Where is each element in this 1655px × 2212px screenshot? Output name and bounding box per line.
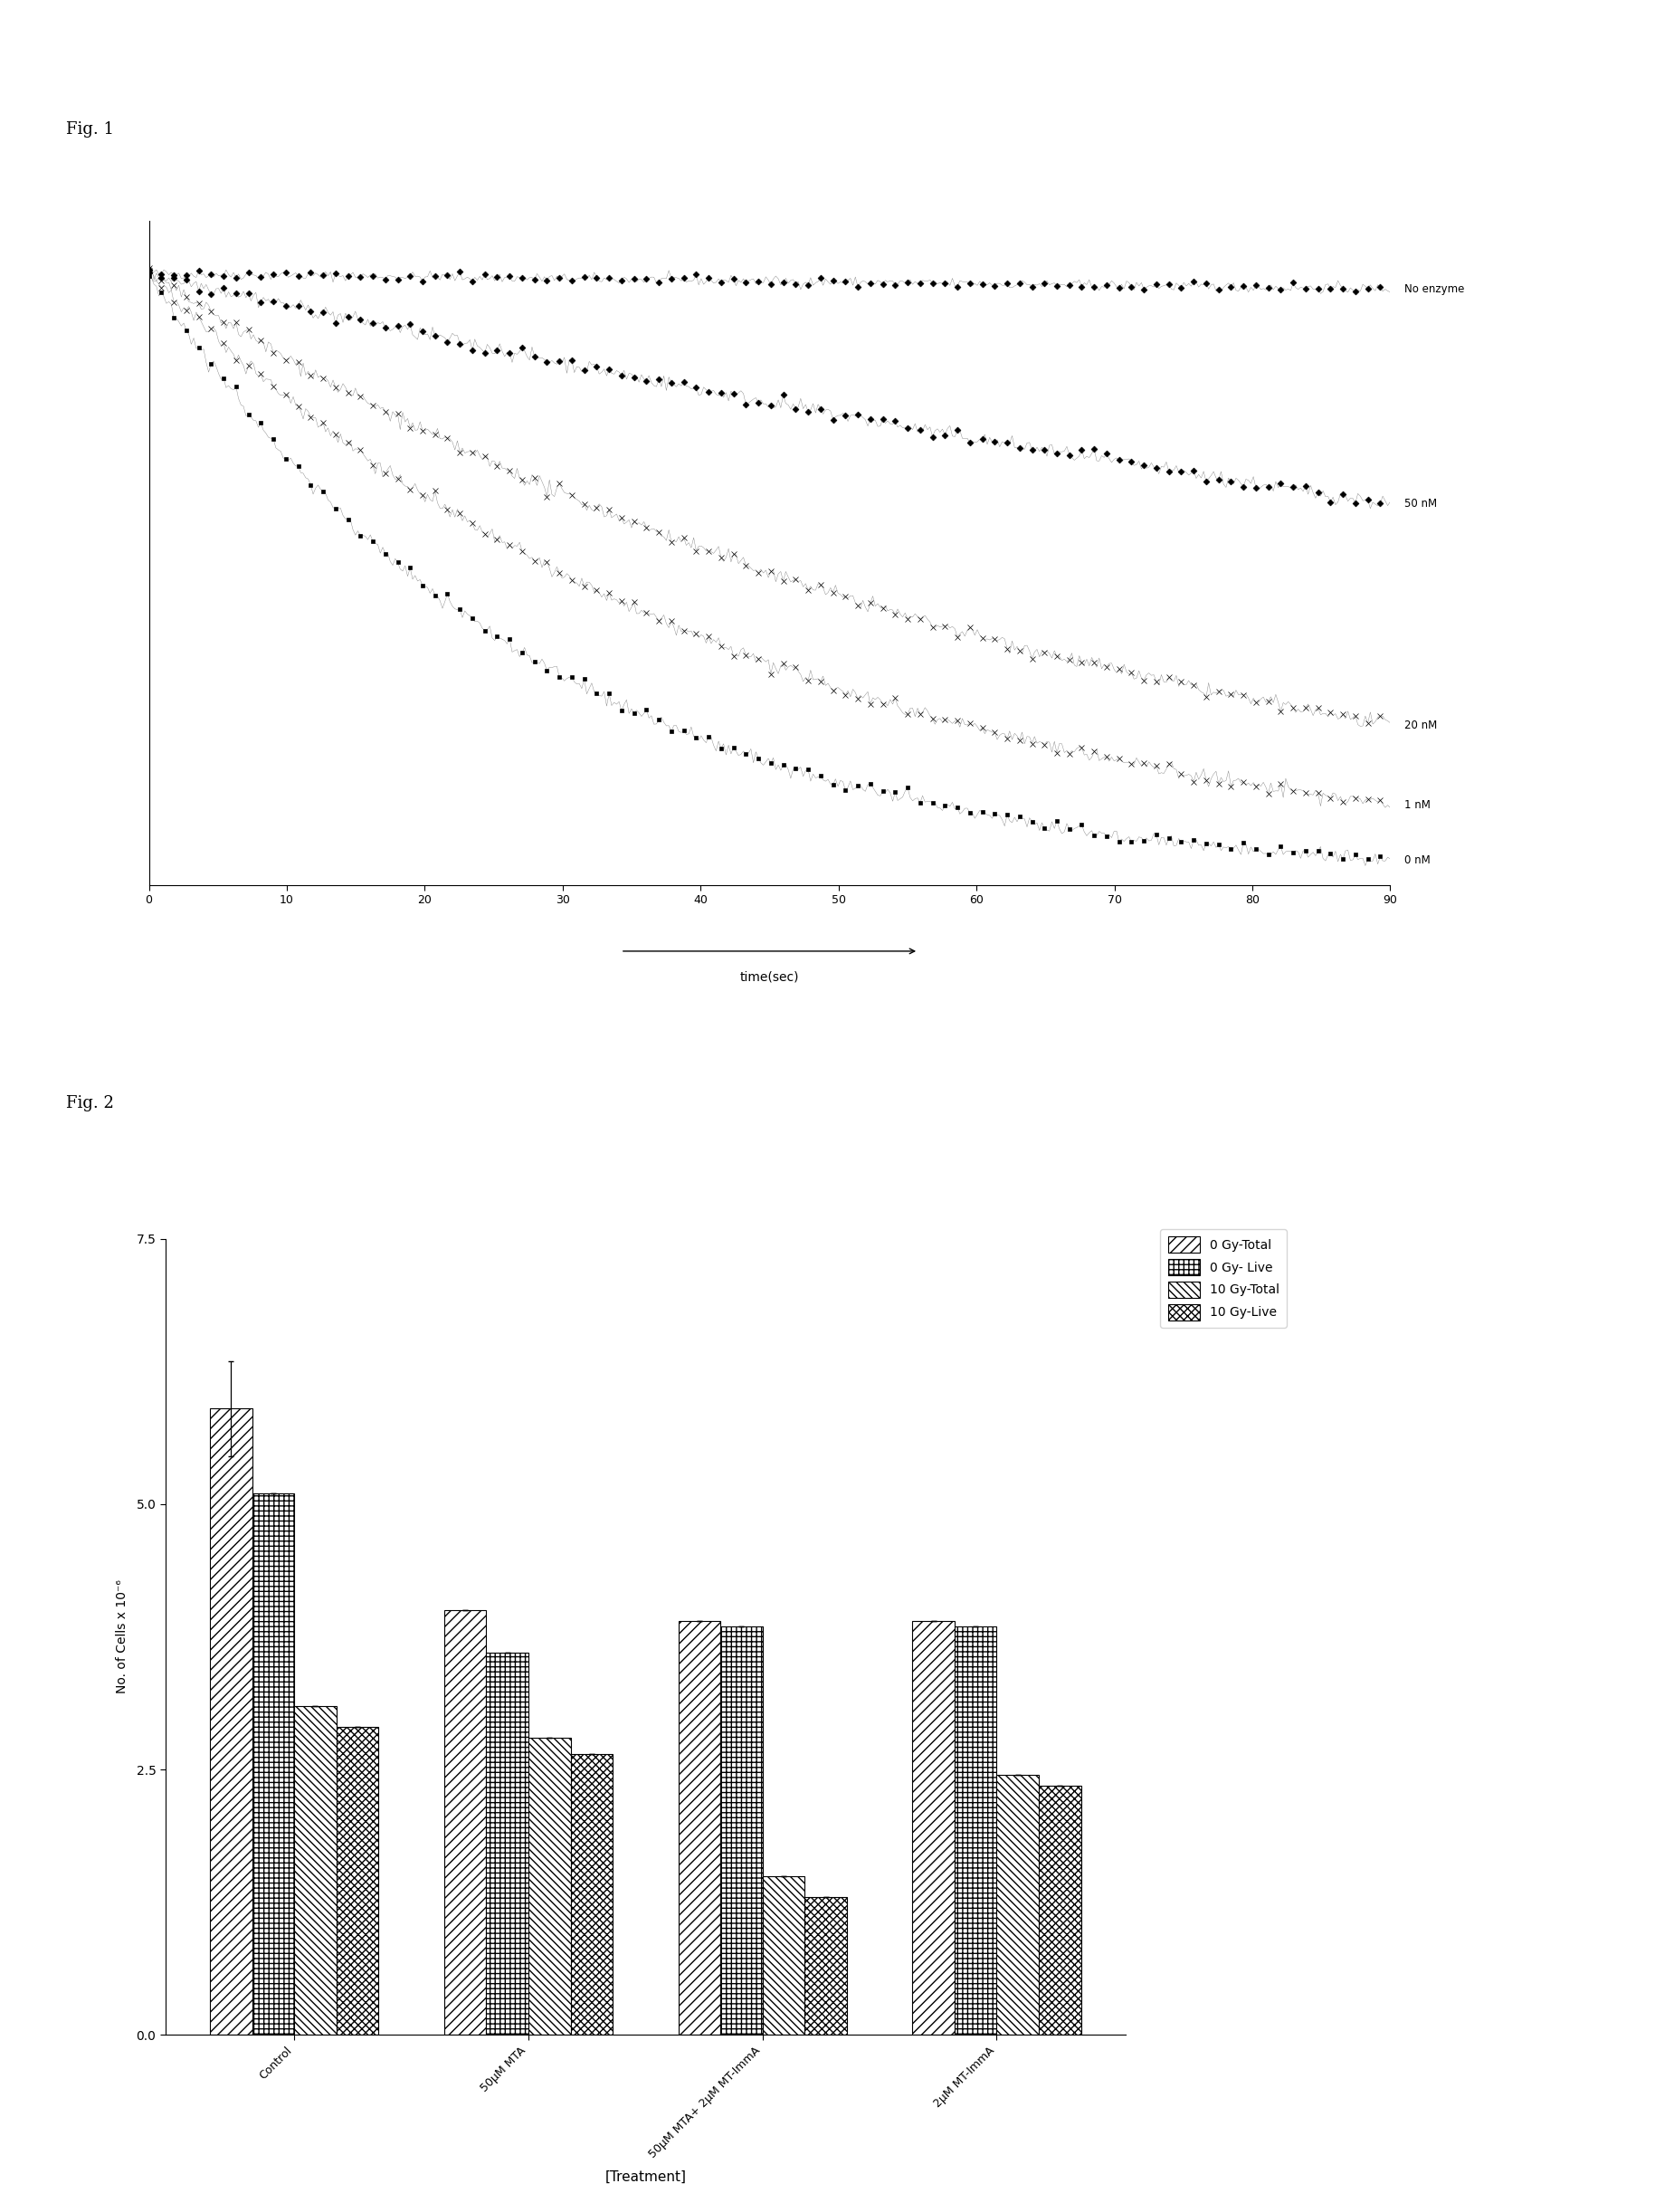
Legend: 0 Gy-Total, 0 Gy- Live, 10 Gy-Total, 10 Gy-Live: 0 Gy-Total, 0 Gy- Live, 10 Gy-Total, 10 … — [1160, 1230, 1286, 1327]
Bar — [1039, 1785, 1081, 2035]
Text: No enzyme: No enzyme — [1403, 283, 1465, 294]
Bar — [487, 1652, 528, 2035]
Bar — [210, 1409, 252, 2035]
Bar — [444, 1610, 487, 2035]
Text: 0 nM: 0 nM — [1403, 854, 1430, 867]
Text: 50 nM: 50 nM — [1403, 498, 1437, 509]
Text: time(sec): time(sec) — [740, 971, 799, 984]
X-axis label: [Treatment]: [Treatment] — [604, 2170, 687, 2183]
Bar — [996, 1774, 1039, 2035]
Text: 20 nM: 20 nM — [1403, 719, 1437, 730]
Text: Fig. 2: Fig. 2 — [66, 1095, 114, 1110]
Bar — [912, 1621, 955, 2035]
Bar — [295, 1705, 336, 2035]
Bar — [336, 1728, 379, 2035]
Y-axis label: No. of Cells x 10⁻⁶: No. of Cells x 10⁻⁶ — [116, 1579, 129, 1694]
Bar — [252, 1493, 295, 2035]
Bar — [804, 1898, 847, 2035]
Bar — [720, 1626, 763, 2035]
Bar — [528, 1739, 571, 2035]
Bar — [763, 1876, 804, 2035]
Text: Fig. 1: Fig. 1 — [66, 122, 114, 137]
Bar — [571, 1754, 612, 2035]
Bar — [679, 1621, 720, 2035]
Text: 1 nM: 1 nM — [1403, 799, 1430, 812]
Bar — [955, 1626, 996, 2035]
